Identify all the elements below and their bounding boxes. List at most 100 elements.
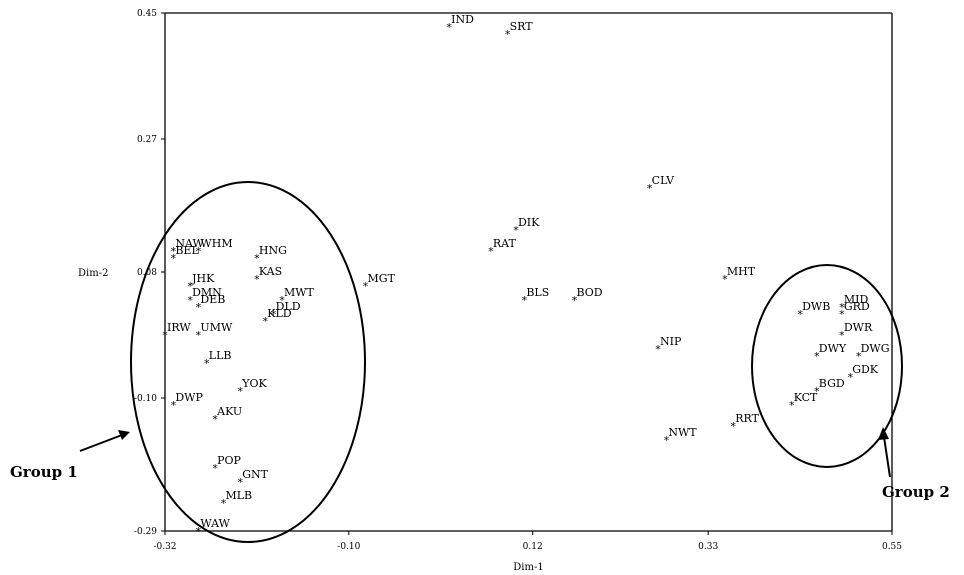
point-label: SRT xyxy=(510,20,534,33)
group-2: Group 2 xyxy=(751,264,950,501)
point-marker: * xyxy=(797,308,803,321)
point-label: BOD xyxy=(576,286,602,299)
scatter-point: *CLV xyxy=(647,174,675,195)
point-marker: * xyxy=(847,371,853,384)
point-label: DWB xyxy=(802,300,830,313)
scatter-point: *NIP xyxy=(655,335,682,356)
x-tick-label: -0.32 xyxy=(153,542,176,552)
y-tick-label: -0.10 xyxy=(134,394,157,404)
scatter-point: *DMN xyxy=(187,286,222,307)
point-marker: * xyxy=(856,350,862,363)
scatter-point: *IND xyxy=(446,13,474,34)
point-marker: * xyxy=(488,245,494,258)
point-label: NWT xyxy=(668,426,697,439)
point-label: DIK xyxy=(518,216,540,229)
point-marker: * xyxy=(187,280,193,293)
scatter-point: *NWT xyxy=(664,426,698,447)
point-label: NAW xyxy=(175,237,204,250)
point-marker: * xyxy=(839,308,845,321)
scatter-point: *MGT xyxy=(363,272,396,293)
point-marker: * xyxy=(162,329,168,342)
point-marker: * xyxy=(263,315,269,328)
point-label: NIP xyxy=(660,335,682,348)
point-marker: * xyxy=(730,420,736,433)
x-tick-label: 0.55 xyxy=(882,542,902,552)
point-marker: * xyxy=(187,294,193,307)
point-label: IND xyxy=(451,13,474,26)
point-marker: * xyxy=(505,28,511,41)
point-marker: * xyxy=(196,245,202,258)
point-label: MID xyxy=(844,293,869,306)
scatter-point: *BOD xyxy=(572,286,603,307)
point-marker: * xyxy=(212,462,218,475)
point-marker: * xyxy=(254,252,260,265)
group-2-ellipse xyxy=(751,264,903,468)
x-tick-label: 0.33 xyxy=(698,542,718,552)
scatter-point: *WHM xyxy=(196,237,233,258)
data-points: *IND*SRT*CLV*DIK*RAT*MHT*MGT*BLS*BOD*NIP… xyxy=(162,13,889,538)
scatter-point: *MHT xyxy=(722,265,756,286)
point-marker: * xyxy=(237,385,243,398)
point-marker: * xyxy=(271,308,277,321)
point-label: DWR xyxy=(844,321,873,334)
point-label: KAS xyxy=(259,265,282,278)
scatter-point: *DWG xyxy=(856,342,890,363)
scatter-point: *LLB xyxy=(204,349,231,370)
point-marker: * xyxy=(664,434,670,447)
scatter-point: *AKU xyxy=(212,405,242,426)
scatter-point: *RRT xyxy=(730,412,759,433)
scatter-point: *MID xyxy=(839,293,868,314)
point-marker: * xyxy=(655,343,661,356)
scatter-point: *HNG xyxy=(254,244,287,265)
point-marker: * xyxy=(814,385,820,398)
scatter-point: *DWR xyxy=(839,321,873,342)
scatter-point: *GDK xyxy=(847,363,878,384)
point-marker: * xyxy=(789,399,795,412)
scatter-point: *POP xyxy=(212,454,241,475)
point-marker: * xyxy=(647,182,653,195)
scatter-point: *DIK xyxy=(513,216,540,237)
x-tick-label: -0.10 xyxy=(337,542,360,552)
point-label: RAT xyxy=(493,237,517,250)
point-marker: * xyxy=(722,273,728,286)
point-label: BLS xyxy=(526,286,549,299)
point-marker: * xyxy=(446,21,452,34)
group-2-arrowhead xyxy=(878,427,889,440)
scatter-point: *KLD xyxy=(263,307,292,328)
axes: Dim-1 Dim-2 xyxy=(78,12,893,573)
point-label: AKU xyxy=(216,405,242,418)
point-label: BEL xyxy=(175,244,199,257)
point-marker: * xyxy=(814,350,820,363)
scatter-point: *KCT xyxy=(789,391,818,412)
scatter-point: *GNT xyxy=(237,468,268,489)
scatter-point: *BLS xyxy=(522,286,550,307)
point-marker: * xyxy=(254,273,260,286)
point-label: DWP xyxy=(175,391,203,404)
point-label: MGT xyxy=(368,272,396,285)
point-marker: * xyxy=(212,413,218,426)
point-marker: * xyxy=(839,329,845,342)
point-label: WAW xyxy=(200,517,230,530)
point-marker: * xyxy=(196,301,202,314)
scatter-point: *DWP xyxy=(171,391,204,412)
point-marker: * xyxy=(513,224,519,237)
point-marker: * xyxy=(363,280,369,293)
x-axis-label: Dim-1 xyxy=(513,562,543,573)
point-marker: * xyxy=(221,497,227,510)
scatter-point: *SRT xyxy=(505,20,533,41)
group-1-label: Group 1 xyxy=(10,463,78,481)
point-marker: * xyxy=(572,294,578,307)
group-2-arrow xyxy=(883,436,891,478)
point-marker: * xyxy=(522,294,528,307)
group-1: Group 1 xyxy=(10,181,366,543)
scatter-point: *NAW xyxy=(171,237,205,258)
point-label: YOK xyxy=(241,377,267,390)
point-label: KLD xyxy=(267,307,292,320)
point-marker: * xyxy=(171,252,177,265)
point-label: CLV xyxy=(652,174,675,187)
point-label: GRD xyxy=(844,300,870,313)
point-label: JHK xyxy=(191,272,215,285)
scatter-point: *MWT xyxy=(279,286,314,307)
point-label: DWG xyxy=(861,342,890,355)
